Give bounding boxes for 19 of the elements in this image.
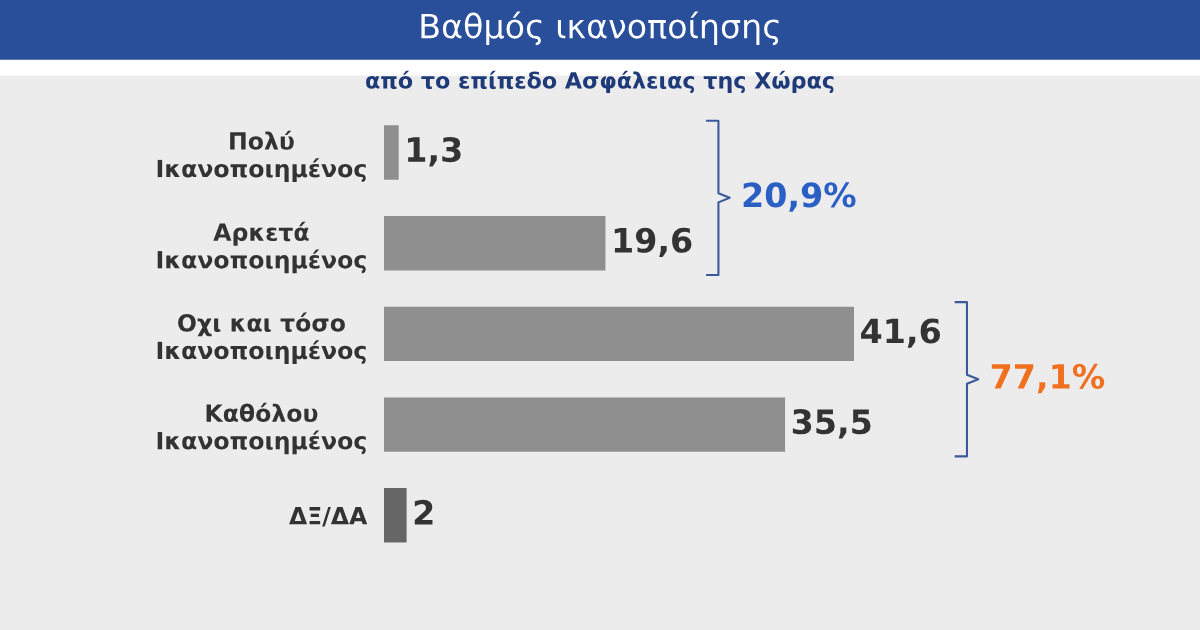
y-tick-label: Αρκετά Ικανοποιημένος xyxy=(157,221,366,274)
bar xyxy=(384,215,606,271)
data-label: 19,6 xyxy=(614,227,692,258)
bar xyxy=(384,488,407,543)
y-tick-label: Οχι και τόσο Ικανοποιημένος xyxy=(157,312,366,364)
bar xyxy=(384,397,786,452)
data-label: 35,5 xyxy=(792,409,871,439)
data-label: 41,6 xyxy=(861,318,941,348)
y-tick-label: ΔΞ/ΔΑ xyxy=(289,507,368,527)
chart-subtitle: από το επίπεδο Ασφάλειας της Χώρας xyxy=(366,70,834,94)
chart-title: Βαθμός ικανοποίησης xyxy=(421,11,779,46)
bar xyxy=(384,306,854,362)
annotation: 20,9% xyxy=(743,182,856,212)
data-label: 2 xyxy=(414,499,433,525)
text: 77,1% xyxy=(991,363,1105,394)
bar xyxy=(384,125,399,180)
y-tick-label: Καθόλου Ικανοποιημένος xyxy=(157,402,366,455)
data-label: 1,3 xyxy=(408,136,461,167)
y-tick-label: Πολύ Ικανοποιημένος xyxy=(157,130,366,183)
